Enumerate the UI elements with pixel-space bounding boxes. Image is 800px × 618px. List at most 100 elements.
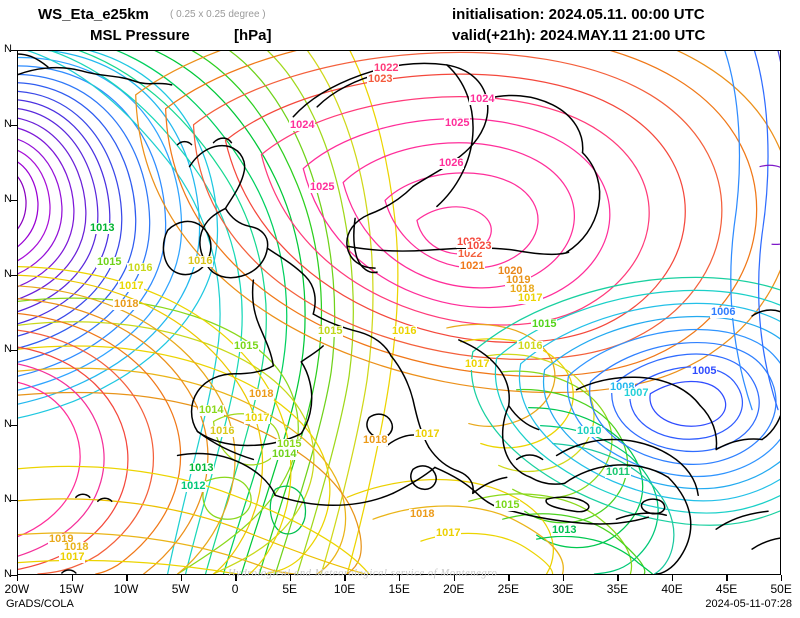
run-timestamp: 2024-05-11-07:28 bbox=[705, 598, 792, 610]
valid-time: valid(+21h): 2024.MAY.11 21:00 UTC bbox=[452, 27, 706, 44]
x-axis-tick bbox=[726, 575, 728, 581]
x-axis-label: 20W bbox=[4, 582, 30, 596]
contour-label: 1019 bbox=[505, 274, 532, 286]
contour-label: 1014 bbox=[198, 404, 225, 416]
contour-label: 1016 bbox=[517, 340, 544, 352]
y-axis-label: N bbox=[4, 568, 12, 580]
pressure-contour-map: 1013 1015 1016 1017 1018 1016 1022 1023 1024 1025… bbox=[17, 50, 781, 575]
x-axis-label: 40E bbox=[661, 582, 683, 596]
y-axis-tick bbox=[11, 50, 17, 52]
x-axis-tick bbox=[235, 575, 237, 581]
x-axis-label: 15W bbox=[59, 582, 84, 596]
x-axis-label: 10E bbox=[333, 582, 356, 596]
y-axis-tick bbox=[11, 200, 17, 202]
y-axis-tick bbox=[11, 500, 17, 502]
x-axis-label: 10W bbox=[113, 582, 139, 596]
contour-label: 1016 bbox=[209, 425, 236, 437]
contour-group-atlantic-waves bbox=[26, 51, 399, 574]
y-axis-tick bbox=[11, 350, 17, 352]
contour-label: 1025 bbox=[309, 181, 336, 193]
contour-label: 1023 bbox=[367, 73, 394, 85]
x-axis-tick bbox=[453, 575, 455, 581]
contour-label: 1016 bbox=[187, 255, 214, 267]
contour-label: 1022 bbox=[457, 248, 484, 260]
map-canvas bbox=[18, 51, 780, 574]
x-axis-label: 20E bbox=[443, 582, 465, 596]
model-resolution: ( 0.25 x 0.25 degree ) bbox=[170, 9, 266, 20]
contour-label: 1015 bbox=[531, 318, 558, 330]
x-axis-tick bbox=[17, 575, 19, 581]
contour-label: 1015 bbox=[317, 325, 344, 337]
x-axis-tick bbox=[399, 575, 401, 581]
watermark-text: Hydrological and Meteorological service … bbox=[228, 568, 498, 579]
y-axis-label: N bbox=[4, 268, 12, 280]
contour-group-east-med-low bbox=[470, 276, 780, 526]
field-name: MSL Pressure bbox=[90, 27, 190, 44]
y-axis-label: N bbox=[4, 43, 12, 55]
contour-label: 1012 bbox=[180, 480, 207, 492]
contour-label: 1021 bbox=[459, 260, 486, 272]
contour-label: 1011 bbox=[605, 466, 631, 478]
x-axis-tick bbox=[126, 575, 128, 581]
contour-label: 1017 bbox=[244, 412, 271, 424]
contour-label: 1017 bbox=[435, 527, 462, 539]
contour-label: 1017 bbox=[118, 280, 145, 292]
contour-label: 1020 bbox=[497, 265, 524, 277]
contour-label: 1023 bbox=[466, 240, 493, 252]
contour-label: 1018 bbox=[409, 508, 436, 520]
contour-label: 1018 bbox=[362, 434, 389, 446]
field-units: [hPa] bbox=[234, 27, 272, 44]
x-axis-label: 15E bbox=[388, 582, 410, 596]
x-axis-tick bbox=[617, 575, 619, 581]
y-axis-label: N bbox=[4, 493, 12, 505]
contour-label: 1015 bbox=[494, 499, 521, 511]
contour-label: 1026 bbox=[438, 157, 465, 169]
contour-label: 1017 bbox=[517, 292, 544, 304]
contour-label: 1018 bbox=[248, 388, 275, 400]
contour-label: 1015 bbox=[276, 438, 303, 450]
contour-label: 1016 bbox=[127, 262, 154, 274]
y-axis-label: N bbox=[4, 118, 12, 130]
x-axis-tick bbox=[344, 575, 346, 581]
contour-label: 1015 bbox=[233, 340, 260, 352]
contour-label: 1013 bbox=[188, 462, 215, 474]
contour-group-atlantic-low bbox=[18, 51, 219, 419]
x-axis-label: 5W bbox=[171, 582, 190, 596]
contour-label: 1014 bbox=[271, 448, 298, 460]
chart-header: WS_Eta_e25km ( 0.25 x 0.25 degree ) MSL … bbox=[0, 0, 800, 46]
contour-label: 1015 bbox=[96, 256, 123, 268]
contour-label: 1018 bbox=[113, 298, 140, 310]
x-axis-label: 45E bbox=[715, 582, 738, 596]
contour-label: 1008 bbox=[609, 381, 636, 393]
x-axis-label: 25E bbox=[497, 582, 519, 596]
contour-label: 1005 bbox=[691, 365, 718, 377]
y-axis-label: N bbox=[4, 343, 12, 355]
contour-label: 1017 bbox=[414, 428, 441, 440]
x-axis-tick bbox=[289, 575, 292, 581]
x-axis-tick bbox=[180, 575, 183, 581]
y-axis-tick bbox=[11, 575, 17, 577]
x-axis-tick bbox=[671, 575, 674, 581]
contour-label: 1017 bbox=[59, 551, 86, 563]
x-axis-tick bbox=[71, 575, 73, 581]
contour-label: 1024 bbox=[289, 119, 316, 131]
x-axis-label: 0 bbox=[231, 582, 239, 596]
model-name: WS_Eta_e25km bbox=[38, 6, 149, 23]
x-axis-label: 30E bbox=[552, 582, 574, 596]
y-axis-tick bbox=[11, 425, 17, 427]
contour-label: 1007 bbox=[623, 387, 650, 399]
y-axis-tick bbox=[11, 275, 17, 277]
x-axis-label: 35E bbox=[606, 582, 629, 596]
contour-label: 1018 bbox=[509, 283, 536, 295]
y-axis-tick bbox=[11, 125, 17, 127]
contour-label: 1018 bbox=[63, 541, 90, 553]
contour-label: 1025 bbox=[444, 117, 471, 129]
x-axis-tick bbox=[562, 575, 565, 581]
coastlines bbox=[18, 53, 780, 574]
y-axis-label: N bbox=[4, 193, 12, 205]
contour-label: 1006 bbox=[710, 306, 737, 318]
contour-label: 1024 bbox=[469, 93, 496, 105]
x-axis-tick bbox=[781, 575, 783, 581]
contour-label: 1017 bbox=[464, 358, 491, 370]
x-axis-label: 50E bbox=[770, 582, 792, 596]
